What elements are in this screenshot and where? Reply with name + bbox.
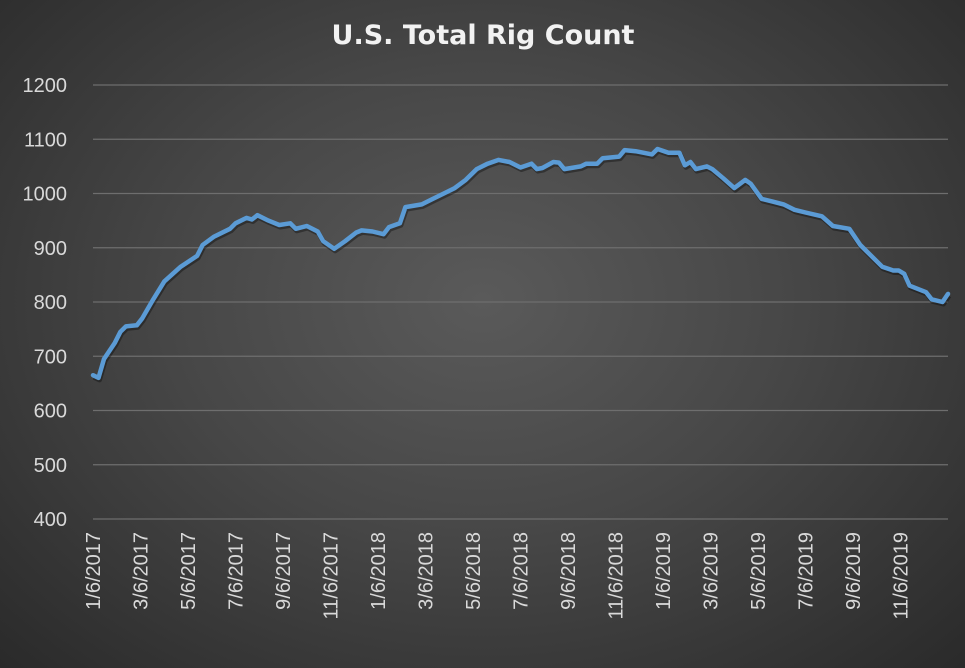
x-tick-label: 11/6/2018 xyxy=(606,532,628,620)
x-tick-label: 9/6/2018 xyxy=(558,532,580,610)
x-tick-label: 9/6/2017 xyxy=(273,532,295,610)
x-tick-label: 3/6/2017 xyxy=(131,532,153,610)
x-tick-label: 7/6/2019 xyxy=(796,532,818,610)
x-tick-label: 3/6/2019 xyxy=(701,532,723,610)
chart-title: U.S. Total Rig Count xyxy=(332,20,635,51)
x-tick-label: 5/6/2018 xyxy=(463,532,485,610)
y-tick-label: 900 xyxy=(34,238,67,260)
x-tick-label: 7/6/2017 xyxy=(226,532,248,610)
gridlines xyxy=(93,84,948,520)
x-tick-label: 3/6/2018 xyxy=(416,532,438,610)
y-tick-label: 500 xyxy=(34,455,67,477)
x-tick-label: 11/6/2019 xyxy=(891,532,913,620)
y-tick-label: 600 xyxy=(34,401,67,423)
x-tick-label: 11/6/2017 xyxy=(321,532,343,620)
x-tick-label: 1/6/2019 xyxy=(653,532,675,610)
y-tick-label: 1000 xyxy=(23,184,68,206)
y-tick-label: 1200 xyxy=(23,75,68,97)
y-tick-label: 800 xyxy=(34,292,67,314)
x-axis: 1/6/2017 3/6/2017 5/6/2017 7/6/2017 9/6/2017… xyxy=(83,532,913,620)
x-tick-label: 1/6/2018 xyxy=(368,532,390,610)
x-tick-label: 5/6/2019 xyxy=(748,532,770,610)
y-tick-label: 1100 xyxy=(24,129,67,151)
y-tick-label: 400 xyxy=(34,509,67,531)
x-tick-label: 9/6/2019 xyxy=(843,532,865,610)
y-tick-label: 700 xyxy=(34,346,67,368)
series-group xyxy=(90,146,952,383)
x-tick-label: 1/6/2017 xyxy=(83,532,105,610)
x-tick-label: 5/6/2017 xyxy=(178,532,200,610)
series-line xyxy=(90,146,951,381)
series-line-shadow xyxy=(92,148,952,383)
x-tick-label: 7/6/2018 xyxy=(511,532,533,610)
y-axis: 400 500 600 700 800 900 1000 1100 1200 xyxy=(23,75,68,531)
